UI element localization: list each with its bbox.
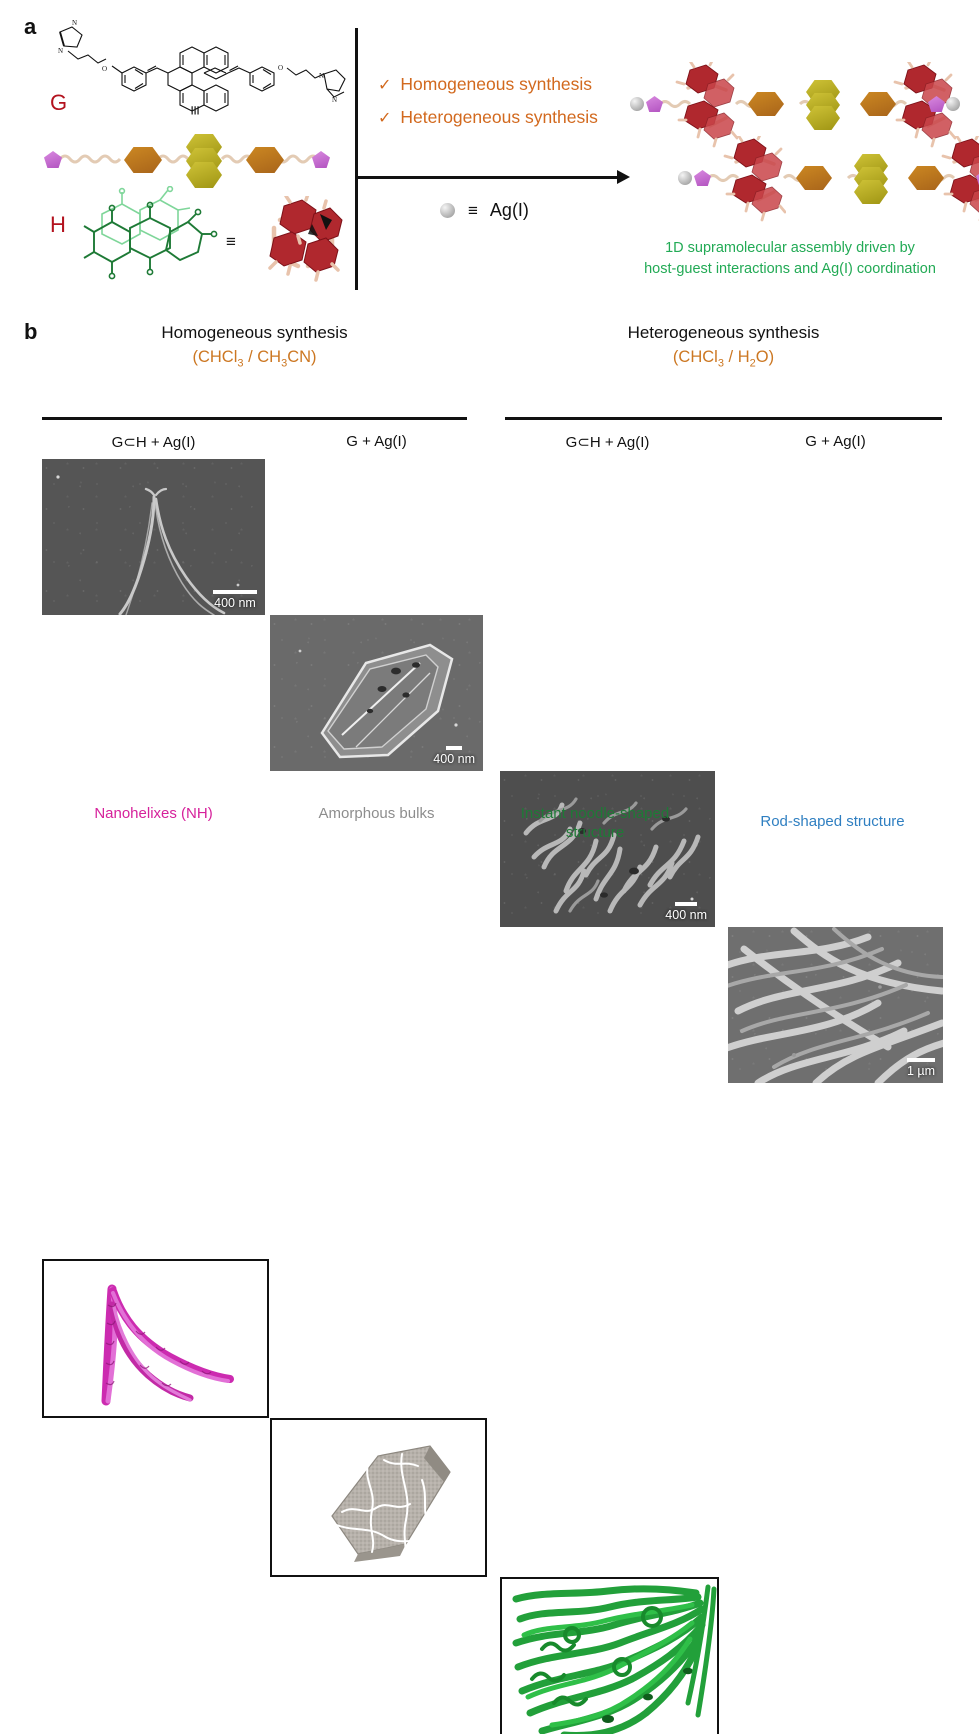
synthesis-bullet-list: ✓ Homogeneous synthesis ✓ Heterogeneous … bbox=[378, 74, 598, 128]
host-label-H: H bbox=[50, 212, 66, 237]
group-heterogeneous-header: Heterogeneous synthesis (CHCl3 / H2O) bbox=[505, 323, 942, 369]
reaction-arrow-line bbox=[355, 176, 619, 179]
scalebar-line bbox=[675, 901, 698, 906]
caption-nanohelixes: Nanohelixes (NH) bbox=[94, 805, 213, 822]
caption-noodle-structure: Instant noodle-shaped structure bbox=[520, 805, 670, 841]
phenyl-unit-right bbox=[908, 166, 944, 190]
anthracene-unit-bottom bbox=[806, 106, 840, 130]
scalebar-label: 400 nm bbox=[214, 595, 256, 610]
column-header-1: G⊂H + Ag(I) bbox=[111, 434, 196, 451]
phenyl-unit-left bbox=[748, 92, 784, 116]
scalebar-2: 400 nm bbox=[433, 745, 475, 766]
host-equivalence-glyph: ≡ bbox=[226, 232, 236, 251]
phenyl-unit-left bbox=[796, 166, 832, 190]
caption-rod-structure: Rod-shaped structure bbox=[760, 813, 905, 830]
imidazole-unit bbox=[646, 96, 663, 112]
sem-image-amorphous-bulks: 400 nm bbox=[270, 615, 483, 771]
column-header-2: G + Ag(I) bbox=[346, 433, 407, 450]
bullet-heterogeneous-label: Heterogeneous synthesis bbox=[400, 107, 598, 127]
sem-noise-texture bbox=[42, 459, 265, 615]
svg-text:O: O bbox=[278, 64, 283, 72]
scalebar-label: 1 µm bbox=[906, 1063, 935, 1078]
assembly-caption-line1: 1D supramolecular assembly driven by bbox=[665, 240, 915, 256]
guest-cartoon bbox=[40, 134, 330, 188]
scalebar-line bbox=[213, 589, 257, 594]
host-3d-cartoon bbox=[258, 192, 350, 288]
group-heterogeneous-rule bbox=[505, 417, 942, 420]
column-header-4: G + Ag(I) bbox=[805, 433, 866, 450]
imidazole-unit bbox=[928, 96, 945, 112]
host-unit-right bbox=[940, 131, 979, 227]
caption-amorphous-bulks: Amorphous bulks bbox=[318, 805, 435, 822]
legend-equals-glyph: ≡ bbox=[468, 200, 478, 220]
group-heterogeneous-title: Heterogeneous synthesis bbox=[627, 323, 820, 342]
scalebar-label: 400 nm bbox=[433, 751, 475, 766]
assembly-caption: 1D supramolecular assembly driven by hos… bbox=[610, 238, 970, 280]
scalebar-4: 1 µm bbox=[906, 1057, 935, 1078]
silver-sphere-icon bbox=[630, 97, 644, 111]
legend-ag-label: Ag(I) bbox=[489, 200, 529, 220]
silver-sphere-icon bbox=[678, 171, 692, 185]
check-icon: ✓ bbox=[378, 109, 392, 127]
panel-a-vertical-divider bbox=[355, 28, 358, 290]
sem-image-rod-structure: 1 µm bbox=[728, 927, 943, 1083]
anthracene-unit-bottom bbox=[854, 180, 888, 204]
group-homogeneous-rule bbox=[42, 417, 467, 420]
group-homogeneous-header: Homogeneous synthesis (CHCl3 / CH3CN) bbox=[42, 323, 467, 369]
scalebar-3: 400 nm bbox=[665, 901, 707, 922]
check-icon: ✓ bbox=[378, 76, 392, 94]
svg-text:N: N bbox=[58, 47, 63, 55]
svg-text:O: O bbox=[102, 65, 107, 73]
host-chemical-structure bbox=[83, 186, 218, 280]
host-unit-left bbox=[722, 131, 787, 227]
svg-text:N: N bbox=[332, 96, 337, 104]
schematic-noodle-structure bbox=[500, 1577, 719, 1734]
group-homogeneous-solvent: (CHCl3 / CH3CN) bbox=[192, 348, 317, 370]
group-homogeneous-title: Homogeneous synthesis bbox=[161, 323, 348, 342]
bullet-homogeneous-label: Homogeneous synthesis bbox=[400, 74, 593, 94]
guest-chemical-structure: N N O bbox=[58, 19, 346, 112]
silver-sphere-icon bbox=[946, 97, 960, 111]
bullet-homogeneous: ✓ Homogeneous synthesis bbox=[378, 74, 598, 95]
sem-image-noodle-structure: 400 nm bbox=[500, 771, 715, 927]
scalebar-line bbox=[906, 1057, 935, 1062]
svg-text:N: N bbox=[72, 19, 77, 27]
phenyl-unit-right bbox=[860, 92, 896, 116]
imidazole-unit bbox=[694, 170, 711, 186]
schematic-nanohelixes bbox=[42, 1259, 269, 1418]
group-heterogeneous-solvent: (CHCl3 / H2O) bbox=[672, 348, 775, 370]
svg-text:N: N bbox=[319, 72, 324, 80]
host-unit-right bbox=[892, 57, 957, 153]
imidazole-unit-left bbox=[44, 151, 62, 168]
panel-b-letter: b bbox=[24, 319, 38, 344]
assembly-product-chain-2 bbox=[678, 131, 979, 222]
schematic-amorphous-bulk bbox=[270, 1418, 487, 1577]
scalebar-1: 400 nm bbox=[213, 589, 257, 610]
imidazole-unit bbox=[976, 170, 979, 186]
panel-a: a N N O bbox=[0, 0, 979, 305]
bullet-heterogeneous: ✓ Heterogeneous synthesis bbox=[378, 107, 598, 128]
scalebar-label: 400 nm bbox=[665, 907, 707, 922]
silver-legend: ≡ Ag(I) bbox=[440, 200, 529, 221]
sem-image-nanohelixes: 400 nm bbox=[42, 459, 265, 615]
assembly-caption-line2: host-guest interactions and Ag(I) coordi… bbox=[644, 261, 936, 278]
panel-b: b Homogeneous synthesis (CHCl3 / CH3CN) … bbox=[0, 305, 979, 1734]
column-header-3: G⊂H + Ag(I) bbox=[565, 434, 650, 451]
guest-equivalence-glyph: ≡ bbox=[185, 105, 205, 115]
reaction-arrow-head bbox=[617, 170, 630, 184]
guest-label-G: G bbox=[50, 90, 68, 115]
assembly-product-chain-1 bbox=[630, 57, 960, 148]
silver-sphere-icon bbox=[440, 203, 455, 218]
scalebar-line bbox=[446, 745, 463, 750]
imidazole-unit-right bbox=[312, 151, 330, 168]
panel-a-letter: a bbox=[24, 14, 37, 39]
